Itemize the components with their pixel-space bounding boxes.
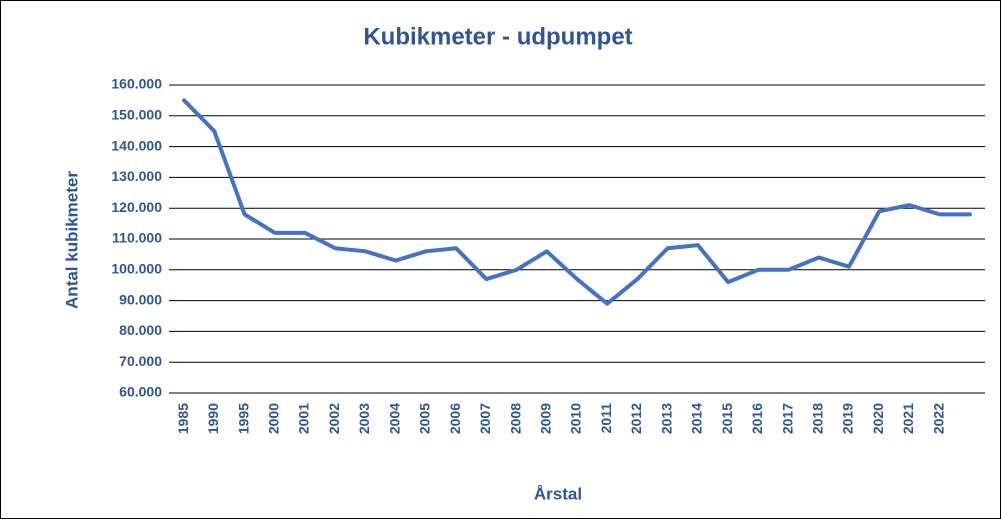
- x-tick-label: 1995: [235, 403, 251, 434]
- y-tick-label: 100.000: [111, 261, 162, 277]
- x-tick-label: 2012: [628, 403, 644, 434]
- x-tick-label: 2020: [870, 403, 886, 434]
- x-tick-label: 2009: [537, 403, 553, 434]
- x-tick-label: 1990: [205, 403, 221, 434]
- x-tick-label: 1985: [175, 403, 191, 434]
- chart-title: Kubikmeter - udpumpet: [363, 23, 632, 50]
- y-axis-title: Antal kubikmeter: [62, 171, 81, 309]
- y-tick-label: 70.000: [119, 353, 162, 369]
- x-tick-label: 2017: [779, 403, 795, 434]
- y-tick-label: 140.000: [111, 137, 162, 153]
- x-tick-label: 2005: [417, 403, 433, 434]
- x-tick-label: 2001: [296, 403, 312, 434]
- y-tick-label: 130.000: [111, 168, 162, 184]
- x-tick-label: 2022: [930, 403, 946, 434]
- x-axis-title: Årstal: [534, 484, 582, 503]
- x-tick-label: 2004: [386, 403, 402, 434]
- x-tick-label: 2006: [447, 403, 463, 434]
- y-tick-label: 120.000: [111, 199, 162, 215]
- x-tick-label: 2010: [568, 403, 584, 434]
- x-tick-label: 2000: [265, 403, 281, 434]
- x-tick-label: 2007: [477, 403, 493, 434]
- y-tick-label: 60.000: [119, 384, 162, 400]
- x-tick-label: 2013: [658, 403, 674, 434]
- y-tick-label: 150.000: [111, 107, 162, 123]
- y-tick-label: 90.000: [119, 291, 162, 307]
- y-tick-label: 80.000: [119, 322, 162, 338]
- x-tick-label: 2015: [719, 403, 735, 434]
- x-tick-label: 2002: [326, 403, 342, 434]
- x-tick-label: 2003: [356, 403, 372, 434]
- y-tick-label: 160.000: [111, 76, 162, 92]
- x-tick-label: 2016: [749, 403, 765, 434]
- x-tick-label: 2011: [598, 403, 614, 434]
- y-tick-label: 110.000: [112, 230, 162, 246]
- x-tick-label: 2014: [689, 403, 705, 434]
- x-tick-label: 2019: [840, 403, 856, 434]
- x-tick-label: 2008: [507, 403, 523, 434]
- x-tick-label: 2018: [809, 403, 825, 434]
- line-series: [182, 98, 972, 306]
- x-tick-label: 2021: [900, 403, 916, 434]
